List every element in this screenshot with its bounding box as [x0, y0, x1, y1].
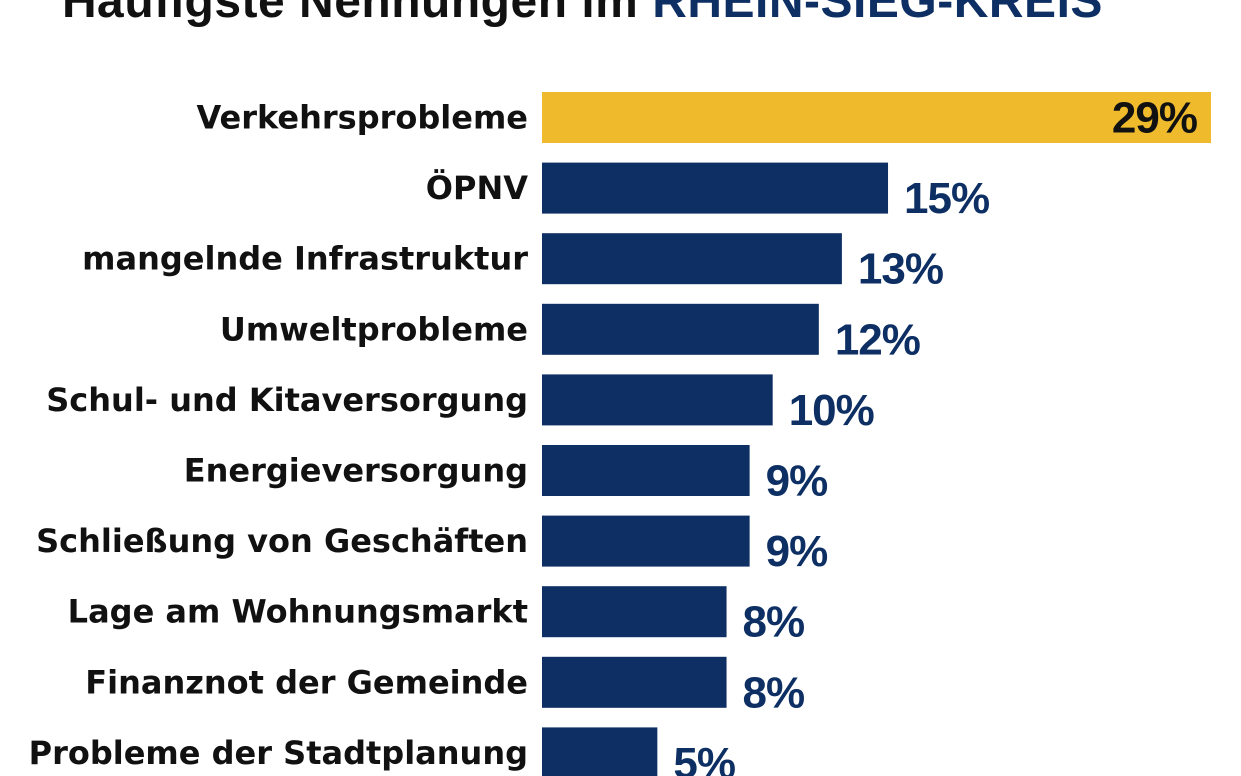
category-label: Finanznot der Gemeinde	[85, 663, 528, 701]
bar	[542, 586, 727, 638]
value-label: 8%	[743, 668, 805, 717]
bar	[542, 656, 727, 708]
chart-title: Häufigste Nennungen im RHEIN-SIEG-KREIS	[62, 0, 1103, 26]
value-label: 5%	[673, 739, 735, 776]
value-label: 8%	[743, 598, 805, 647]
value-label: 12%	[835, 315, 920, 364]
value-label: 29%	[1112, 94, 1197, 143]
category-label: Energieversorgung	[184, 452, 528, 490]
value-label: 9%	[766, 457, 828, 506]
category-label: Schließung von Geschäften	[36, 522, 528, 560]
bar	[542, 727, 658, 776]
category-label: Lage am Wohnungsmarkt	[68, 593, 528, 631]
bar-highlight	[542, 92, 1211, 143]
value-label: 15%	[904, 174, 989, 223]
bar	[542, 233, 842, 285]
bar	[542, 445, 750, 496]
category-label: ÖPNV	[426, 169, 528, 207]
category-label: Umweltprobleme	[220, 310, 528, 348]
category-label: Schul- und Kitaversorgung	[46, 381, 528, 419]
category-label: mangelnde Infrastruktur	[82, 240, 528, 278]
value-label: 13%	[858, 245, 943, 294]
bar	[542, 162, 889, 214]
category-label: Verkehrsprobleme	[196, 99, 528, 137]
bar	[542, 374, 773, 426]
chart-title-highlight: RHEIN-SIEG-KREIS	[652, 0, 1103, 28]
bar	[542, 515, 750, 567]
value-label: 9%	[766, 527, 828, 576]
bar	[542, 303, 819, 355]
category-label: Probleme der Stadtplanung	[29, 734, 528, 772]
chart-title-prefix: Häufigste Nennungen im	[62, 0, 639, 28]
value-label: 10%	[789, 386, 874, 435]
